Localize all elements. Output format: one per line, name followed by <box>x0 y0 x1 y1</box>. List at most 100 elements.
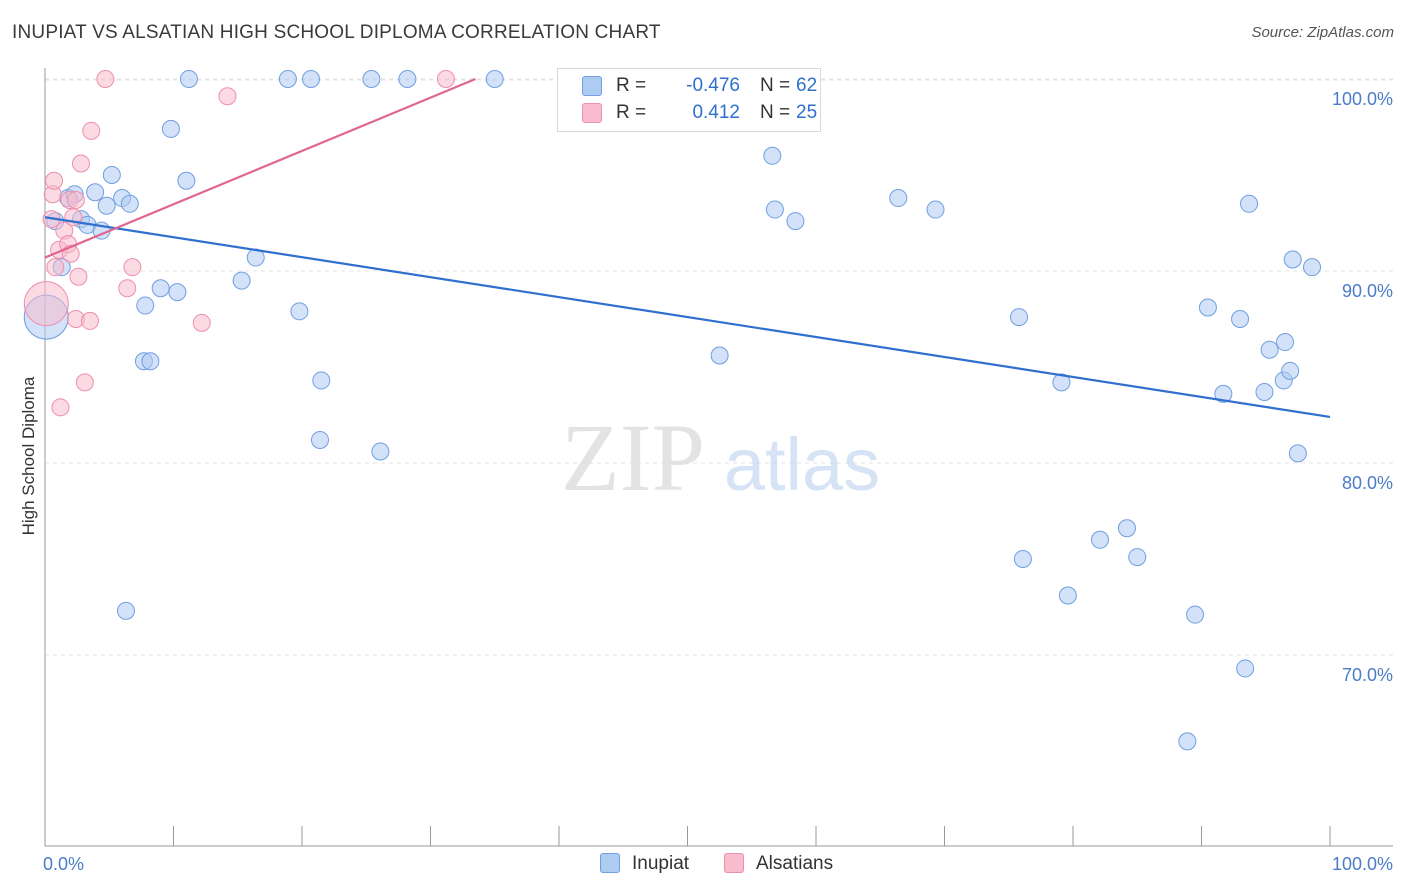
inupiat-point-24 <box>278 70 297 88</box>
alsatians-point-17 <box>80 311 99 330</box>
inupiat-point-54 <box>1260 340 1279 359</box>
x-tick-label-max: 100.0% <box>1332 854 1393 874</box>
inupiat-point-47 <box>1186 605 1205 624</box>
legend-n-label: N = <box>760 102 791 123</box>
alsatians-trend-line <box>44 77 476 259</box>
gridlines <box>45 78 1393 656</box>
legend-n-value: 25 <box>796 102 818 123</box>
inupiat-point-45 <box>1117 519 1136 538</box>
inupiat-trend-line <box>44 216 1331 419</box>
inupiat-point-49 <box>1214 384 1233 403</box>
inupiat-point-10 <box>102 166 121 184</box>
alsatians-point-23 <box>218 87 237 106</box>
inupiat-point-13 <box>116 601 135 620</box>
alsatians-point-20 <box>118 279 137 298</box>
legend-r-label: R = <box>616 102 647 123</box>
inupiat-point-7 <box>86 183 105 202</box>
inupiat-point-25 <box>290 302 309 321</box>
inupiat-point-61 <box>1178 732 1197 751</box>
watermark: ZIP atlas <box>561 404 880 511</box>
alsatians-point-15 <box>71 154 90 173</box>
inupiat-point-41 <box>1052 373 1071 392</box>
inupiat-point-37 <box>786 212 805 231</box>
inupiat-point-57 <box>1281 361 1300 380</box>
inupiat-point-19 <box>168 283 187 302</box>
inupiat-point-34 <box>710 346 729 365</box>
bottom-legend-swatch-alsatians <box>724 853 744 873</box>
alsatians-point-16 <box>75 373 94 392</box>
alsatians-point-3 <box>44 171 63 190</box>
inupiat-point-55 <box>1276 333 1295 352</box>
inupiat-point-46 <box>1128 548 1147 567</box>
inupiat-point-27 <box>312 371 331 390</box>
y-tick-labels: 70.0% 80.0% 90.0% 100.0% <box>1332 89 1393 685</box>
inupiat-point-21 <box>179 70 198 88</box>
chart-title: INUPIAT VS ALSATIAN HIGH SCHOOL DIPLOMA … <box>12 22 661 43</box>
y-axis-label: High School Diploma <box>19 376 38 535</box>
legend-swatch-alsatians <box>582 103 602 123</box>
watermark-zip: ZIP <box>561 404 705 511</box>
y-tick-label-70: 70.0% <box>1342 665 1393 685</box>
legend-r-value: 0.412 <box>692 102 740 123</box>
inupiat-point-36 <box>765 200 784 219</box>
inupiat-point-12 <box>120 194 139 213</box>
inupiat-point-51 <box>1231 310 1250 328</box>
inupiat-point-52 <box>1240 194 1259 213</box>
inupiat-point-29 <box>362 70 381 88</box>
alsatians-point-4 <box>46 258 65 277</box>
y-tick-label-80: 80.0% <box>1342 473 1393 493</box>
inupiat-point-35 <box>763 146 782 165</box>
alsatians-point-6 <box>51 398 70 417</box>
inupiat-point-40 <box>1010 308 1029 327</box>
inupiat-point-9 <box>97 196 116 215</box>
inupiat-point-26 <box>301 70 320 88</box>
alsatians-point-18 <box>82 121 101 140</box>
alsatians-point-22 <box>192 313 211 332</box>
inupiat-point-60 <box>1303 258 1322 277</box>
trend-lines <box>44 77 1331 419</box>
inupiat-point-43 <box>1058 586 1077 605</box>
legend-swatch-inupiat <box>582 76 602 96</box>
axes <box>44 68 1393 847</box>
inupiat-point-18 <box>161 119 180 138</box>
alsatians-point-19 <box>96 70 115 88</box>
y-tick-label-90: 90.0% <box>1342 281 1393 301</box>
data-points <box>23 70 1322 751</box>
inupiat-point-59 <box>1288 444 1307 463</box>
inupiat-point-17 <box>151 279 170 298</box>
inupiat-point-30 <box>371 442 390 461</box>
bottom-legend-label-alsatians: Alsatians <box>756 853 834 874</box>
alsatians-point-12 <box>66 190 85 209</box>
inupiat-point-14 <box>136 296 155 315</box>
inupiat-point-32 <box>485 70 504 88</box>
bottom-legend-swatch-inupiat <box>600 853 620 873</box>
alsatians-point-24 <box>436 70 455 88</box>
watermark-atlas: atlas <box>724 423 880 506</box>
legend-r-label: R = <box>616 75 647 96</box>
inupiat-point-22 <box>232 271 251 290</box>
y-tick-label-100: 100.0% <box>1332 89 1393 109</box>
inupiat-point-16 <box>141 352 160 371</box>
alsatians-point-21 <box>123 258 142 277</box>
inupiat-point-50 <box>1236 659 1255 678</box>
inupiat-point-28 <box>310 430 329 449</box>
inupiat-point-58 <box>1283 250 1302 269</box>
legend-n-value: 62 <box>796 75 818 96</box>
legend-r-value: -0.476 <box>686 75 740 96</box>
inupiat-point-44 <box>1090 530 1109 549</box>
legend-n-label: N = <box>760 75 791 96</box>
alsatians-point-14 <box>69 267 88 286</box>
inupiat-point-20 <box>177 171 196 190</box>
bottom-legend-label-inupiat: Inupiat <box>632 853 690 874</box>
stats-legend: R = -0.476 N = 62 R = 0.412 N = 25 <box>557 68 821 132</box>
inupiat-point-39 <box>926 200 945 219</box>
x-ticks <box>44 826 1331 846</box>
x-tick-label-min: 0.0% <box>43 854 84 874</box>
inupiat-point-48 <box>1198 298 1217 317</box>
inupiat-point-38 <box>889 189 908 208</box>
inupiat-point-42 <box>1013 550 1032 568</box>
inupiat-point-31 <box>398 70 417 88</box>
inupiat-point-53 <box>1255 382 1274 401</box>
source-credit: Source: ZipAtlas.com <box>1251 24 1394 41</box>
